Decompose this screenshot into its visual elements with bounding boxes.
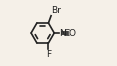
Text: F: F [46,50,51,59]
Text: O: O [68,29,75,37]
Text: Br: Br [51,6,61,15]
Text: C: C [64,29,70,37]
Text: N: N [59,29,66,37]
